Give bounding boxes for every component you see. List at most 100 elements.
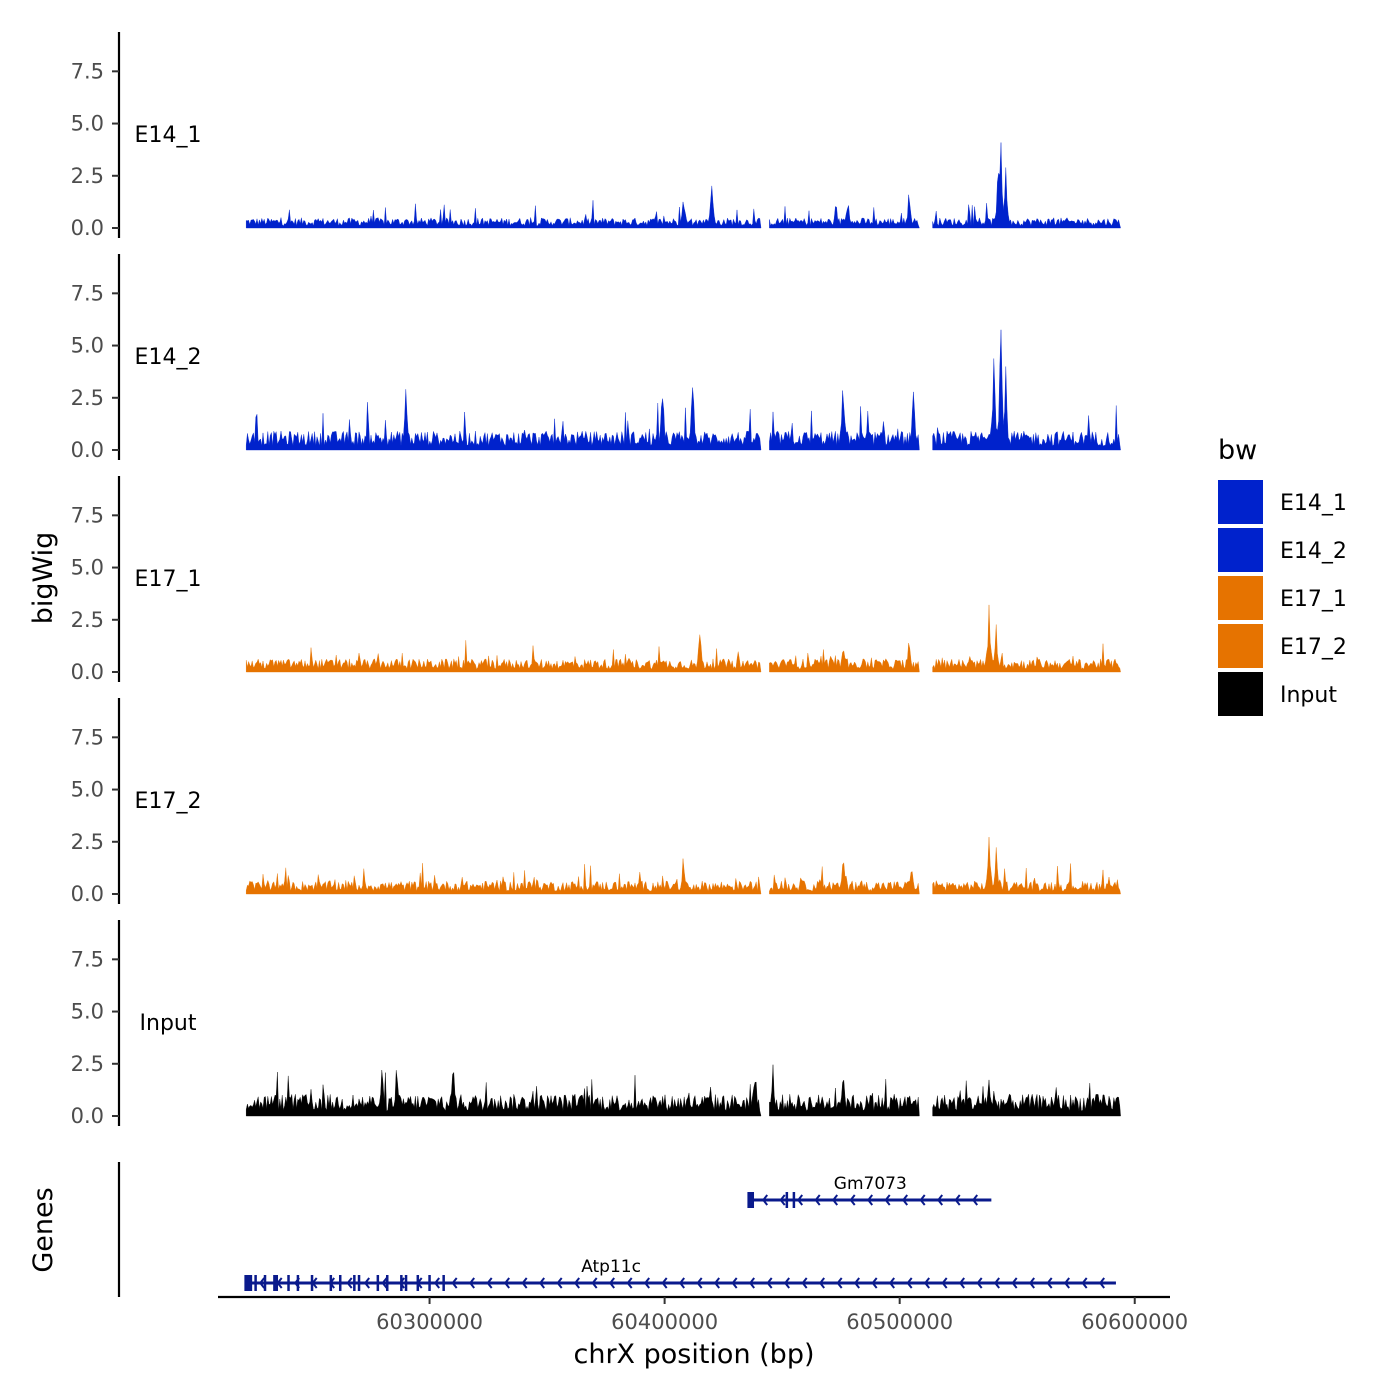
strand-arrow (468, 1277, 475, 1289)
strand-arrow (976, 1277, 983, 1289)
strand-arrow (761, 1194, 769, 1206)
strand-arrow (831, 1194, 839, 1206)
strand-arrow (346, 1277, 353, 1289)
strand-arrow (1011, 1277, 1018, 1289)
exon (785, 1192, 789, 1208)
y-tick-label: 0.0 (71, 660, 104, 684)
strand-arrow (779, 1194, 786, 1206)
exon (275, 1275, 279, 1291)
strand-arrow (1063, 1277, 1070, 1289)
y-tick-label: 2.5 (71, 386, 104, 410)
exon (263, 1275, 267, 1291)
legend-title: bw (1218, 435, 1257, 466)
legend-key (1218, 624, 1263, 668)
y-tick-label: 5.0 (71, 112, 104, 136)
x-axis: 60300000 60400000 60500000 60600000 (218, 1295, 1188, 1334)
track-e17-1: 0.0 2.5 5.0 7.5 E17_1 (71, 476, 1121, 684)
gene-label: Gm7073 (834, 1174, 907, 1194)
legend-label: Input (1280, 683, 1337, 708)
x-tick-label: 60300000 (376, 1310, 483, 1334)
strand-arrow (941, 1277, 948, 1289)
exon (416, 1275, 420, 1291)
x-axis-title: chrX position (bp) (573, 1339, 814, 1370)
strand-arrow (853, 1277, 860, 1289)
gene-panel: Gm7073 Atp11c (117, 1162, 1116, 1297)
strand-arrow (783, 1277, 790, 1289)
y-tick-label: 0.0 (71, 882, 104, 906)
y-tick-label: 0.0 (71, 216, 104, 240)
legend-label: E17_2 (1280, 635, 1347, 660)
y-axis-title: bigWig (28, 532, 59, 625)
y-tick-label: 7.5 (71, 503, 104, 527)
y-tick-label: 2.5 (71, 164, 104, 188)
strand-arrow (954, 1194, 961, 1206)
exon (428, 1275, 431, 1291)
strand-arrow (381, 1277, 388, 1289)
track-e17-2: 0.0 2.5 5.0 7.5 E17_2 (71, 698, 1121, 906)
strand-arrow (608, 1277, 615, 1289)
y-tick-label: 5.0 (71, 778, 104, 802)
track-label: E17_1 (135, 567, 202, 592)
exon (296, 1275, 300, 1291)
y-tick-label: 5.0 (71, 556, 104, 580)
exon (400, 1275, 403, 1291)
track-e14-1: 0.0 2.5 5.0 7.5 E14_1 (71, 32, 1121, 240)
exon (254, 1275, 257, 1291)
y-tick-label: 0.0 (71, 438, 104, 462)
signal-area (246, 837, 1121, 895)
y-tick-label: 7.5 (71, 947, 104, 971)
strand-arrow (923, 1277, 930, 1289)
strand-arrow (451, 1277, 458, 1289)
strand-arrow (713, 1277, 720, 1289)
strand-arrow (258, 1277, 265, 1289)
strand-arrow (1046, 1277, 1053, 1289)
exon (747, 1192, 754, 1208)
strand-arrow (556, 1277, 563, 1289)
legend-label: E14_1 (1280, 491, 1347, 516)
strand-arrow (1098, 1277, 1105, 1289)
strand-arrow (906, 1277, 913, 1289)
legend-key (1218, 672, 1263, 716)
strand-arrow (661, 1277, 668, 1289)
signal-area (246, 329, 1121, 451)
x-tick-label: 60500000 (846, 1310, 953, 1334)
legend-label: E17_1 (1280, 587, 1347, 612)
strand-arrow (796, 1194, 804, 1206)
signal-area (246, 604, 1121, 673)
exon (404, 1275, 408, 1291)
y-tick-label: 2.5 (71, 1052, 104, 1076)
track-label: Input (140, 1011, 197, 1036)
strand-arrow (521, 1277, 528, 1289)
exon (357, 1275, 361, 1291)
strand-arrow (731, 1277, 738, 1289)
y-tick-label: 2.5 (71, 830, 104, 854)
strand-arrow (801, 1277, 808, 1289)
exon (329, 1275, 333, 1291)
x-tick-label: 60600000 (1081, 1310, 1188, 1334)
legend-key (1218, 480, 1263, 524)
y-tick-label: 2.5 (71, 608, 104, 632)
exon (310, 1275, 314, 1291)
strand-arrow (958, 1277, 965, 1289)
y-tick-label: 0.0 (71, 1104, 104, 1128)
strand-arrow (866, 1194, 874, 1206)
strand-arrow (884, 1194, 891, 1206)
gene-gm7073: Gm7073 (747, 1174, 992, 1208)
exon (249, 1275, 253, 1291)
track-label: E14_1 (135, 123, 202, 148)
track-label: E14_2 (135, 345, 202, 370)
strand-arrow (993, 1277, 1000, 1289)
legend-key (1218, 576, 1263, 620)
y-tick-label: 5.0 (71, 1000, 104, 1024)
exon (792, 1192, 796, 1208)
track-input: 0.0 2.5 5.0 7.5 Input (71, 920, 1121, 1128)
strand-arrow (1028, 1277, 1035, 1289)
strand-arrow (538, 1277, 545, 1289)
strand-arrow (678, 1277, 685, 1289)
strand-arrow (363, 1277, 370, 1289)
strand-arrow (818, 1277, 825, 1289)
strand-arrow (626, 1277, 633, 1289)
exon (244, 1275, 251, 1291)
exon (287, 1275, 290, 1291)
